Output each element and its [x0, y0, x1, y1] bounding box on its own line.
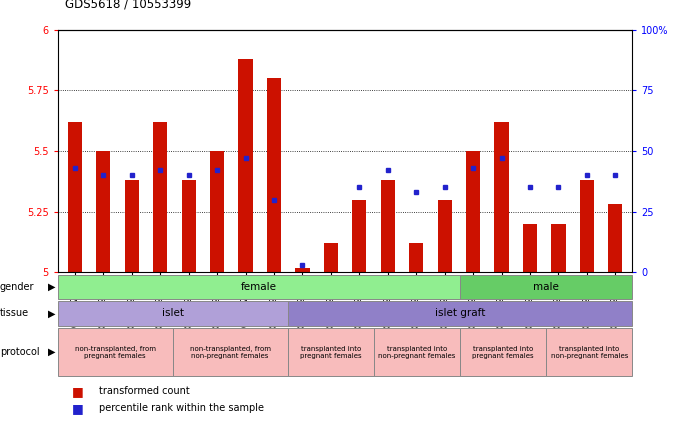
Bar: [352, 200, 367, 272]
Text: transplanted into
non-pregnant females: transplanted into non-pregnant females: [378, 346, 456, 359]
Bar: [324, 243, 338, 272]
Bar: [409, 243, 424, 272]
Text: female: female: [241, 282, 277, 292]
Bar: [580, 180, 594, 272]
Bar: [437, 200, 452, 272]
Bar: [267, 78, 281, 272]
Text: non-transplanted, from
non-pregnant females: non-transplanted, from non-pregnant fema…: [190, 346, 271, 359]
Text: ▶: ▶: [48, 347, 55, 357]
Text: gender: gender: [0, 282, 35, 292]
Bar: [58, 328, 173, 376]
Bar: [551, 224, 566, 272]
Text: islet graft: islet graft: [435, 308, 486, 319]
Bar: [608, 204, 622, 272]
Text: ■: ■: [71, 402, 83, 415]
Text: islet: islet: [162, 308, 184, 319]
Bar: [546, 328, 632, 376]
Bar: [288, 328, 374, 376]
Bar: [460, 328, 546, 376]
Text: transplanted into
pregnant females: transplanted into pregnant females: [473, 346, 534, 359]
Bar: [58, 301, 288, 326]
Bar: [381, 180, 395, 272]
Text: transplanted into
pregnant females: transplanted into pregnant females: [300, 346, 362, 359]
Bar: [288, 301, 632, 326]
Text: ■: ■: [71, 385, 83, 398]
Text: tissue: tissue: [0, 308, 29, 319]
Bar: [96, 151, 110, 272]
Bar: [523, 224, 537, 272]
Bar: [295, 268, 309, 272]
Text: ▶: ▶: [48, 308, 55, 319]
Text: transplanted into
non-pregnant females: transplanted into non-pregnant females: [551, 346, 628, 359]
Bar: [124, 180, 139, 272]
Bar: [173, 328, 288, 376]
Bar: [239, 59, 253, 272]
Bar: [58, 275, 460, 299]
Bar: [182, 180, 196, 272]
Bar: [466, 151, 480, 272]
Bar: [460, 275, 632, 299]
Bar: [494, 122, 509, 272]
Bar: [68, 122, 82, 272]
Text: non-transplanted, from
pregnant females: non-transplanted, from pregnant females: [75, 346, 156, 359]
Text: male: male: [533, 282, 559, 292]
Text: protocol: protocol: [0, 347, 39, 357]
Bar: [153, 122, 167, 272]
Text: transformed count: transformed count: [99, 386, 189, 396]
Bar: [210, 151, 224, 272]
Bar: [374, 328, 460, 376]
Text: ▶: ▶: [48, 282, 55, 292]
Text: GDS5618 / 10553399: GDS5618 / 10553399: [65, 0, 191, 11]
Text: percentile rank within the sample: percentile rank within the sample: [99, 403, 264, 413]
